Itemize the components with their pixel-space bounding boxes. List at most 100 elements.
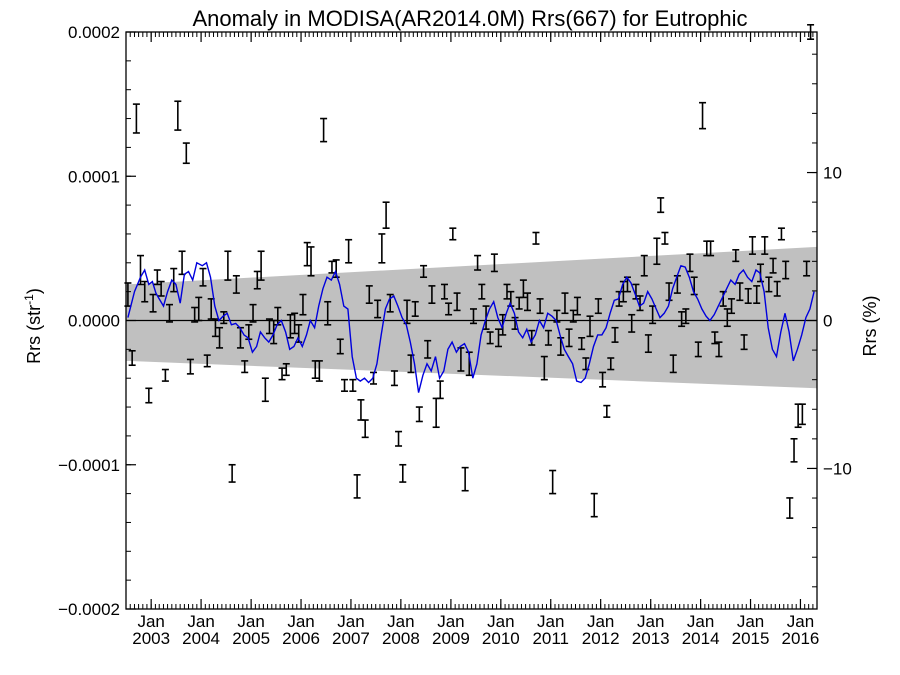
x-tick-label-month: Jan <box>387 612 414 631</box>
data-point <box>278 367 286 381</box>
x-tick-label-month: Jan <box>287 612 314 631</box>
data-point <box>157 280 165 297</box>
data-point <box>565 328 573 348</box>
x-tick-label-month: Jan <box>137 612 164 631</box>
x-tick-label-year: 2014 <box>682 629 720 648</box>
x-tick-label-month: Jan <box>537 612 564 631</box>
data-point <box>315 360 323 382</box>
data-point <box>603 404 611 418</box>
x-tick-label-month: Jan <box>487 612 514 631</box>
data-point <box>640 254 648 277</box>
data-point <box>382 201 390 229</box>
data-point <box>540 355 548 381</box>
data-point <box>740 334 748 351</box>
data-point <box>773 280 781 297</box>
smoothed-line-layer <box>127 261 815 393</box>
data-point <box>573 296 581 316</box>
data-point <box>174 100 182 131</box>
data-point <box>723 308 731 328</box>
data-point <box>224 250 232 281</box>
data-point <box>748 236 756 255</box>
data-point <box>486 331 494 345</box>
data-point <box>349 378 357 392</box>
data-point <box>753 285 761 304</box>
data-point <box>336 338 344 355</box>
data-point <box>594 298 602 315</box>
y-axis-label-main: Rrs (str <box>24 305 44 364</box>
data-point <box>636 295 644 312</box>
data-point <box>569 309 577 323</box>
data-point <box>241 360 249 374</box>
data-point <box>586 315 594 338</box>
y-axis-label-sup: -1 <box>22 294 36 305</box>
data-point <box>390 370 398 387</box>
y-tick-label-right: 10 <box>823 164 842 183</box>
data-point <box>678 311 686 328</box>
data-point <box>599 371 607 388</box>
data-point <box>307 246 315 277</box>
data-point <box>661 231 669 245</box>
data-point <box>798 403 806 426</box>
y-tick-label-left: 0.0002 <box>68 23 120 42</box>
x-tick-label-year: 2009 <box>432 629 470 648</box>
data-point <box>345 238 353 264</box>
data-point <box>374 299 382 319</box>
data-point <box>228 463 236 483</box>
data-point <box>453 292 461 312</box>
data-point <box>191 306 199 323</box>
data-point <box>428 285 436 304</box>
x-tick-label-month: Jan <box>437 612 464 631</box>
y-tick-label-left: 0.0000 <box>68 312 120 331</box>
x-tick-label-year: 2006 <box>282 629 320 648</box>
data-point <box>436 380 444 400</box>
data-point <box>145 387 153 404</box>
data-point <box>744 287 752 304</box>
data-point <box>361 419 369 439</box>
x-tick-label-year: 2015 <box>732 629 770 648</box>
y-axis-label-left: Rrs (str-1) <box>22 288 44 364</box>
data-point <box>353 474 361 499</box>
x-tick-label-month: Jan <box>587 612 614 631</box>
x-tick-label-year: 2016 <box>782 629 820 648</box>
data-point <box>495 328 503 348</box>
data-point <box>611 326 619 343</box>
data-point <box>761 236 769 255</box>
data-point <box>549 469 557 495</box>
data-point <box>257 250 265 281</box>
data-point <box>669 354 677 374</box>
x-tick-label-year: 2011 <box>532 629 569 648</box>
data-point <box>528 329 536 346</box>
data-point <box>411 300 419 317</box>
data-point <box>220 311 228 325</box>
x-tick-label-month: Jan <box>787 612 814 631</box>
x-tick-label-month: Jan <box>237 612 264 631</box>
data-point <box>395 430 403 447</box>
data-point <box>265 318 273 335</box>
data-point <box>216 326 224 349</box>
data-point <box>699 101 707 130</box>
data-point <box>291 312 299 335</box>
data-point <box>653 237 661 266</box>
data-point <box>478 283 486 300</box>
data-point <box>694 341 702 358</box>
x-tick-label-year: 2007 <box>332 629 370 648</box>
data-point <box>199 267 207 287</box>
data-point <box>786 497 794 519</box>
data-point <box>253 270 261 290</box>
x-tick-label-month: Jan <box>637 612 664 631</box>
y-axis-label-right: Rrs (%) <box>860 296 880 357</box>
y-axis-label-close: ) <box>24 288 44 294</box>
y-tick-label-left: −0.0001 <box>58 456 120 475</box>
data-point <box>532 231 540 245</box>
x-tick-label-year: 2010 <box>482 629 520 648</box>
data-point <box>682 308 690 325</box>
data-point <box>324 300 332 326</box>
data-point <box>203 354 211 368</box>
y-tick-label-right: 0 <box>823 312 832 331</box>
data-point <box>165 303 173 323</box>
data-point <box>628 313 636 333</box>
data-point <box>715 341 723 358</box>
data-point <box>519 279 527 299</box>
data-point <box>232 274 240 294</box>
